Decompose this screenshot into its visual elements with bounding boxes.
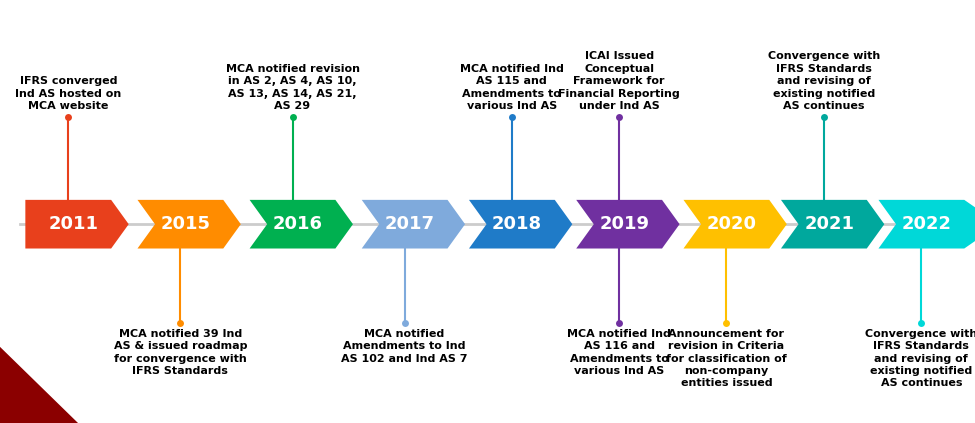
Polygon shape	[25, 200, 129, 249]
Text: IFRS converged
Ind AS hosted on
MCA website: IFRS converged Ind AS hosted on MCA webs…	[16, 76, 121, 111]
Text: 2015: 2015	[161, 215, 211, 233]
Polygon shape	[878, 200, 975, 249]
Polygon shape	[469, 200, 572, 249]
Polygon shape	[362, 200, 465, 249]
Text: Announcement for
revision in Criteria
for classification of
non-company
entities: Announcement for revision in Criteria fo…	[666, 329, 787, 388]
Polygon shape	[683, 200, 787, 249]
Text: Convergence with
IFRS Standards
and revising of
existing notified
AS continues: Convergence with IFRS Standards and revi…	[865, 329, 975, 388]
Text: 2016: 2016	[273, 215, 323, 233]
Text: MCA notified 39 Ind
AS & issued roadmap
for convergence with
IFRS Standards: MCA notified 39 Ind AS & issued roadmap …	[114, 329, 247, 376]
Text: 2020: 2020	[707, 215, 757, 233]
Text: 2022: 2022	[902, 215, 952, 233]
Polygon shape	[576, 200, 680, 249]
Text: MCA notified
Amendments to Ind
AS 102 and Ind AS 7: MCA notified Amendments to Ind AS 102 an…	[341, 329, 468, 364]
Polygon shape	[0, 347, 78, 423]
Text: 2019: 2019	[600, 215, 649, 233]
Polygon shape	[250, 200, 353, 249]
Text: MCA notified Ind
AS 116 and
Amendments to
various Ind AS: MCA notified Ind AS 116 and Amendments t…	[567, 329, 671, 376]
Text: MCA notified revision
in AS 2, AS 4, AS 10,
AS 13, AS 14, AS 21,
AS 29: MCA notified revision in AS 2, AS 4, AS …	[225, 64, 360, 111]
Text: ICAI Issued
Conceptual
Framework for
Financial Reporting
under Ind AS: ICAI Issued Conceptual Framework for Fin…	[559, 52, 680, 111]
Text: 2021: 2021	[804, 215, 854, 233]
Text: Convergence with
IFRS Standards
and revising of
existing notified
AS continues: Convergence with IFRS Standards and revi…	[767, 52, 880, 111]
Polygon shape	[137, 200, 241, 249]
Text: 2018: 2018	[492, 215, 542, 233]
Text: MCA notified Ind
AS 115 and
Amendments to
various Ind AS: MCA notified Ind AS 115 and Amendments t…	[460, 64, 564, 111]
Text: 2011: 2011	[49, 215, 98, 233]
Text: 2017: 2017	[385, 215, 435, 233]
Polygon shape	[781, 200, 884, 249]
